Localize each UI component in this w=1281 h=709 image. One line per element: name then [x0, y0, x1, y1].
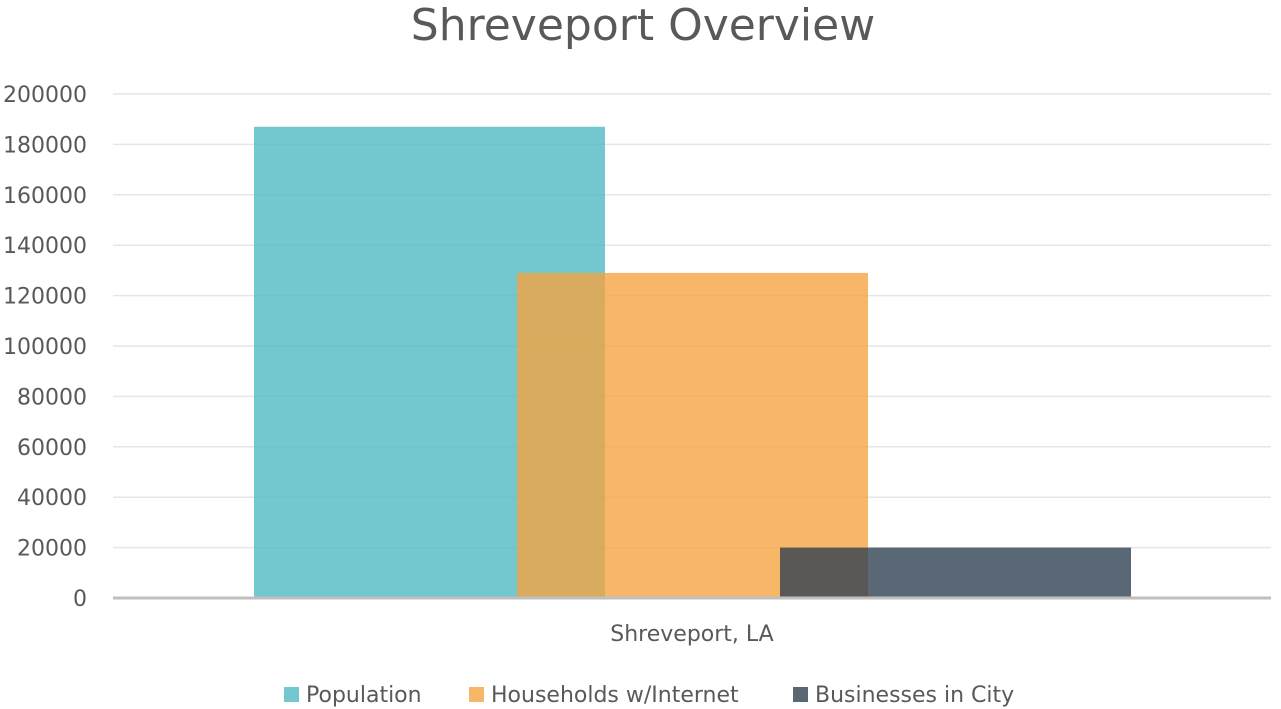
legend-label: Households w/Internet: [491, 683, 739, 708]
y-tick-label: 40000: [17, 486, 87, 511]
bars: [254, 126, 1131, 598]
x-category-label: Shreveport, LA: [610, 622, 773, 647]
legend-label: Businesses in City: [815, 683, 1014, 708]
y-axis-tick-labels: 0 20000 40000 60000 80000 100000 120000 140000 1…: [3, 83, 87, 612]
chart-title: Shreveport Overview: [411, 0, 875, 51]
legend-swatch: [793, 687, 808, 702]
y-tick-label: 80000: [17, 385, 87, 410]
y-tick-label: 160000: [3, 184, 87, 209]
y-tick-label: 200000: [3, 83, 87, 108]
y-tick-label: 120000: [3, 285, 87, 310]
y-tick-label: 100000: [3, 335, 87, 360]
legend-swatch: [284, 687, 299, 702]
legend-swatch: [469, 687, 484, 702]
bar-businesses-in-city: [780, 547, 1131, 598]
y-tick-label: 0: [73, 587, 87, 612]
y-tick-label: 60000: [17, 436, 87, 461]
y-tick-label: 180000: [3, 133, 87, 158]
bar-households-w-internet: [517, 272, 868, 598]
y-tick-label: 140000: [3, 234, 87, 259]
x-axis-category-labels: Shreveport, LA: [610, 622, 773, 647]
y-tick-label: 20000: [17, 537, 87, 562]
legend-label: Population: [306, 683, 422, 708]
legend: Population Households w/Internet Businesse…: [284, 683, 1014, 708]
